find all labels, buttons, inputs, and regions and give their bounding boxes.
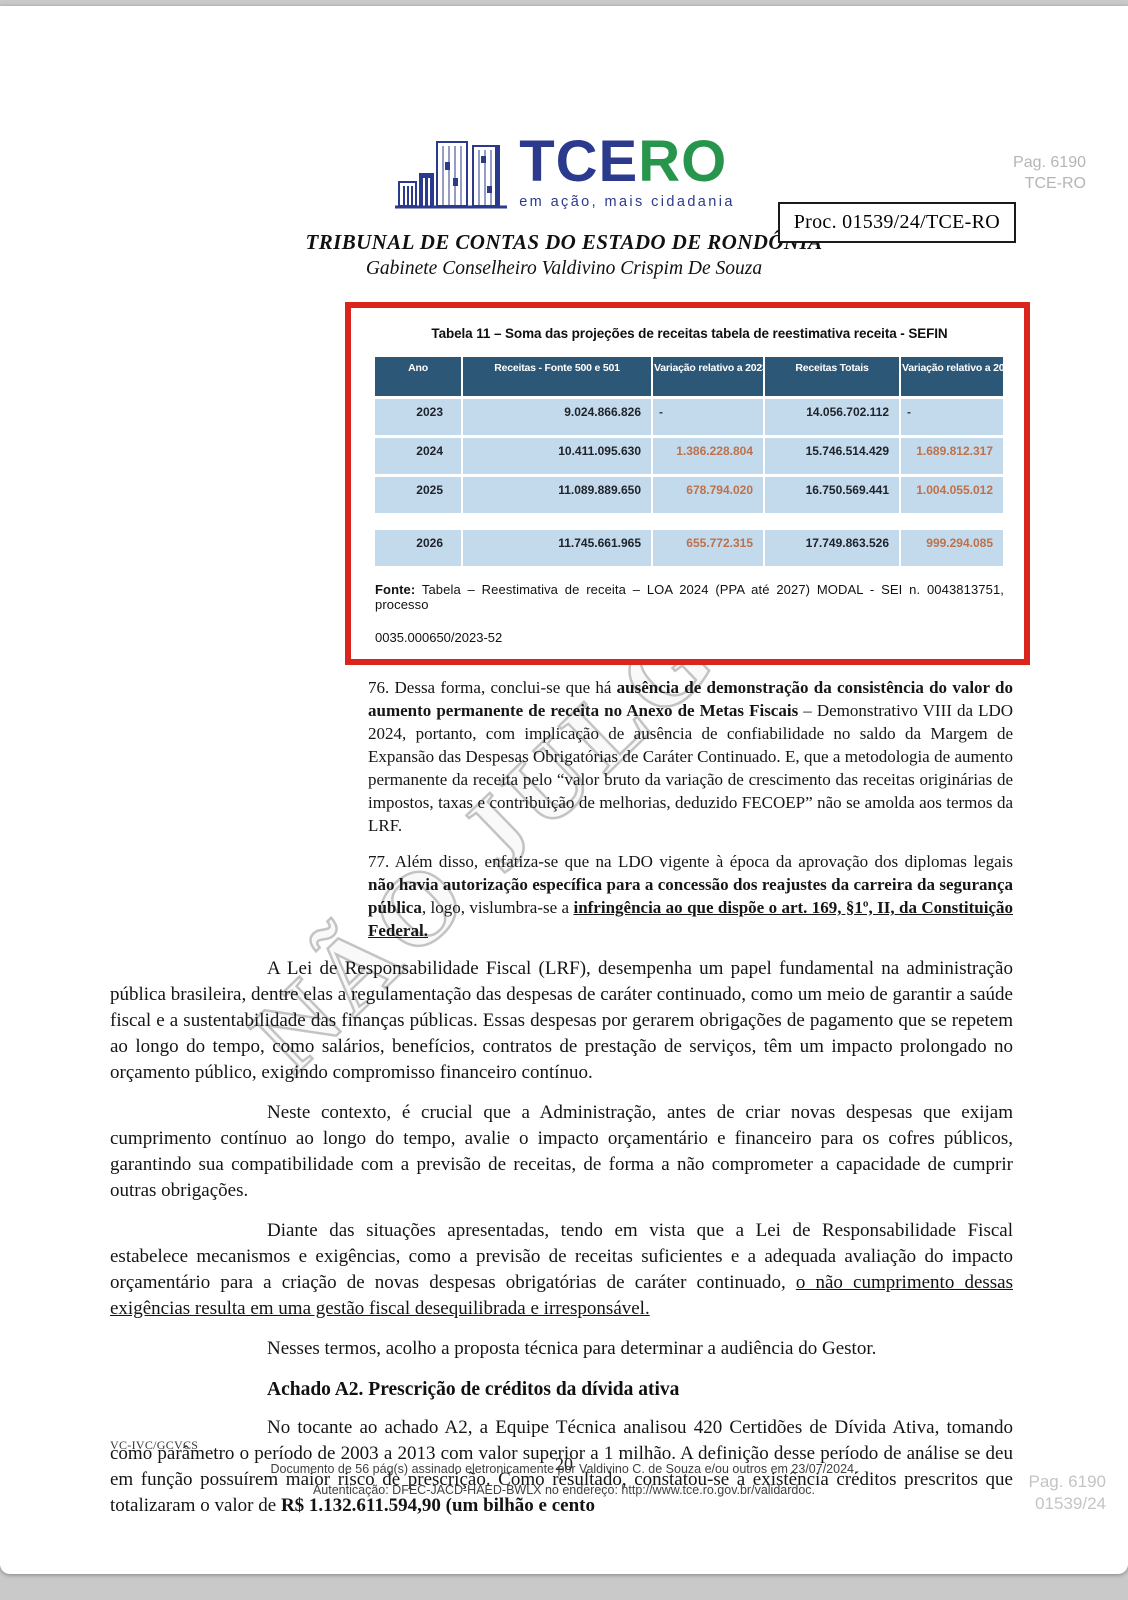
table-cell: 2025 xyxy=(375,477,461,513)
table-cell: 2026 xyxy=(375,530,461,566)
table-row: 2024 10.411.095.630 1.386.228.804 15.746.51… xyxy=(375,438,1003,474)
heading-achado-a2: Achado A2. Prescrição de créditos da dív… xyxy=(267,1379,680,1400)
paragraph-lrf: A Lei de Responsabilidade Fiscal (LRF), … xyxy=(110,958,1013,1083)
logo-tagline: em ação, mais cidadania xyxy=(519,194,735,210)
text-segment: ausência de demonstração da consistência… xyxy=(368,678,1013,720)
source-label: Fonte: xyxy=(375,582,416,597)
signature-line1: Documento de 56 pág(s) assinado eletroni… xyxy=(270,1462,858,1476)
column-header: Receitas - Fonte 500 e 501 xyxy=(463,357,651,396)
table-cell: 678.794.020 xyxy=(653,477,763,513)
logo-tce: TCE xyxy=(519,129,639,194)
page-footer-stamp: Pag. 6190 01539/24 xyxy=(1028,1471,1106,1515)
column-header: Variação relativo a 2023 xyxy=(653,357,763,396)
signature-note: Documento de 56 pág(s) assinado eletroni… xyxy=(0,1459,1128,1501)
table-cell: 16.750.569.441 xyxy=(765,477,899,513)
table-row: 2025 11.089.889.650 678.794.020 16.750.569.… xyxy=(375,477,1003,513)
text-segment: não havia autorização específica para a … xyxy=(368,875,1013,917)
text-segment: 77. Além disso, enfatiza-se que na LDO v… xyxy=(368,852,1013,871)
paragraph-achado-a2: No tocante ao achado A2, a Equipe Técnic… xyxy=(110,1415,1013,1519)
table-body: 2023 9.024.866.826-14.056.702.112-2024 10.… xyxy=(375,399,1003,566)
logo-ro: RO xyxy=(638,129,728,194)
column-header: Variação relativo a 2023 xyxy=(901,357,1003,396)
page-header-stamp: Pag. 6190 TCE-RO xyxy=(1013,152,1086,194)
document-subtitle: Gabinete Conselheiro Valdivino Crispim D… xyxy=(365,258,763,279)
stamp-org-line: TCE-RO xyxy=(1024,175,1086,192)
table-row: 2026 11.745.661.965 655.772.315 17.749.863.… xyxy=(375,530,1003,566)
table-row: 2023 9.024.866.826-14.056.702.112- xyxy=(375,399,1003,435)
logo-wordmark: TCERO xyxy=(519,133,735,191)
stamp-page-line: Pag. 6190 xyxy=(1028,1472,1106,1491)
tcero-logo: TCERO em ação, mais cidadania xyxy=(374,133,754,214)
text-segment: o não cumprimento dessas exigências resu… xyxy=(110,1272,1013,1319)
paragraph-77: 77. Além disso, enfatiza-se que na LDO v… xyxy=(368,850,1013,942)
column-header: Ano xyxy=(375,357,461,396)
text-segment: , logo, vislumbra-se a xyxy=(421,898,574,917)
table-title: Tabela 11 – Soma das projeções de receit… xyxy=(375,326,1004,341)
logo-text: TCERO em ação, mais cidadania xyxy=(519,133,735,211)
signature-line2: Autenticação: DFEC-JACD-HAED-BWLX no end… xyxy=(312,1483,816,1497)
paragraph-nesses-termos: Nesses termos, acolho a proposta técnica… xyxy=(267,1338,877,1359)
text-segment: R$ 1.132.611.594,90 (um bilhão e cento xyxy=(280,1495,595,1516)
stamp-proc-line: 01539/24 xyxy=(1035,1494,1106,1513)
table-cell: 1.689.812.317 xyxy=(901,438,1003,474)
text-segment: 76. Dessa forma, conclui-se que há xyxy=(368,678,617,697)
revenue-projections-table: Ano Receitas - Fonte 500 e 501 Variação re… xyxy=(375,357,1003,566)
table-cell: - xyxy=(653,399,763,435)
table-cell: 655.772.315 xyxy=(653,530,763,566)
table-title-text: – Soma das projeções de receitas tabela … xyxy=(490,326,948,341)
table-cell: 9.024.866.826 xyxy=(463,399,651,435)
document-page: NÃO JULGADO Pag. 6190 TCE-RO Proc. 01539… xyxy=(0,6,1128,1574)
table-cell: 15.746.514.429 xyxy=(765,438,899,474)
stamp-page-line: Pag. 6190 xyxy=(1013,154,1086,171)
text-segment: Diante das situações apresentadas, tendo… xyxy=(110,1220,1013,1293)
page-number: 20 xyxy=(555,1454,573,1474)
table-cell: 14.056.702.112 xyxy=(765,399,899,435)
table-cell: 999.294.085 xyxy=(901,530,1003,566)
table-cell: 1.386.228.804 xyxy=(653,438,763,474)
table-cell: 11.089.889.650 xyxy=(463,477,651,513)
text-segment: – Demonstrativo VIII da LDO 2024, portan… xyxy=(368,701,1014,835)
table-cell: 2023 xyxy=(375,399,461,435)
column-header: Receitas Totais xyxy=(765,357,899,396)
table-cell: 17.749.863.526 xyxy=(765,530,899,566)
table-source-line1: Fonte: Tabela – Reestimativa de receita … xyxy=(375,582,1004,612)
highlighted-table-region: Tabela 11 – Soma das projeções de receit… xyxy=(345,302,1030,665)
paragraph-76: 76. Dessa forma, conclui-se que há ausên… xyxy=(368,676,1013,837)
table-cell: 11.745.661.965 xyxy=(463,530,651,566)
table-cell: 1.004.055.012 xyxy=(901,477,1003,513)
table-title-label: Tabela 11 xyxy=(431,326,491,341)
table-header-row: Ano Receitas - Fonte 500 e 501 Variação re… xyxy=(375,357,1003,396)
table-cell: - xyxy=(901,399,1003,435)
table-cell: 2024 xyxy=(375,438,461,474)
process-number-box: Proc. 01539/24/TCE-RO xyxy=(777,202,1016,243)
buildings-icon xyxy=(395,141,508,209)
footer-reference-code: VC-IVC/GCVCS xyxy=(110,1438,199,1452)
text-segment: infringência ao que dispõe o art. 169, §… xyxy=(368,898,1013,940)
table-source-line2: 0035.000650/2023-52 xyxy=(375,630,503,645)
table-cell: 10.411.095.630 xyxy=(463,438,651,474)
paragraph-neste-contexto: Neste contexto, é crucial que a Administ… xyxy=(110,1102,1013,1201)
document-title: TRIBUNAL DE CONTAS DO ESTADO DE RONDÔNIA xyxy=(305,230,823,254)
text-segment: No tocante ao achado A2, a Equipe Técnic… xyxy=(110,1417,1013,1516)
source-text: Tabela – Reestimativa de receita – LOA 2… xyxy=(375,582,1004,612)
paragraph-diante-situacoes: Diante das situações apresentadas, tendo… xyxy=(110,1218,1013,1322)
